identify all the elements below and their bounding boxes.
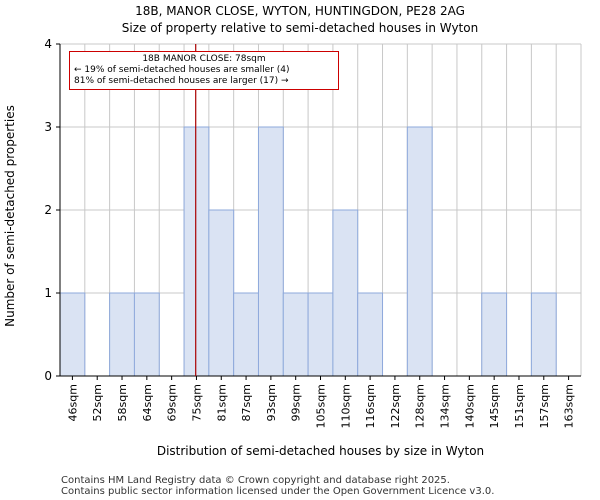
x-tick-label: 75sqm (190, 384, 203, 421)
histogram-bar (530, 292, 557, 377)
histogram-bar (307, 292, 334, 377)
x-tick-label: 64sqm (141, 384, 154, 421)
histogram-bar (183, 126, 210, 377)
x-tick-label: 46sqm (66, 384, 79, 421)
x-tick-label: 116sqm (364, 384, 377, 428)
x-tick-label: 99sqm (290, 384, 303, 421)
y-tick-label: 1 (44, 286, 52, 300)
x-tick-label: 58sqm (116, 384, 129, 421)
footer-licence: Contains public sector information licen… (61, 486, 495, 497)
histogram-bar (109, 292, 135, 377)
annotation-line-1: 18B MANOR CLOSE: 78sqm (142, 54, 266, 64)
chart-subtitle: Size of property relative to semi-detach… (121, 21, 479, 35)
x-tick-label: 69sqm (166, 384, 179, 421)
histogram-bar (133, 292, 160, 377)
x-tick-label: 52sqm (91, 384, 104, 421)
y-tick-label: 0 (44, 369, 52, 383)
histogram-bar (282, 292, 309, 377)
y-axis-label: Number of semi-detached properties (3, 105, 17, 327)
histogram-bar (481, 292, 508, 377)
x-tick-label: 151sqm (513, 384, 526, 428)
x-tick-label: 110sqm (339, 384, 352, 428)
x-axis-label: Distribution of semi-detached houses by … (156, 444, 485, 458)
histogram-bar (59, 292, 86, 377)
y-tick-label: 2 (44, 203, 52, 217)
footer-copyright: Contains HM Land Registry data © Crown c… (61, 475, 450, 486)
histogram-bar (233, 292, 259, 377)
x-tick-label: 128sqm (414, 384, 427, 428)
x-tick-label: 87sqm (240, 384, 253, 421)
histogram-bar (257, 126, 284, 377)
y-tick-label: 3 (44, 120, 52, 134)
histogram-bar (208, 209, 235, 377)
x-tick-label: 93sqm (265, 384, 278, 421)
histogram-bar (357, 292, 384, 377)
chart-title: 18B, MANOR CLOSE, WYTON, HUNTINGDON, PE2… (135, 4, 465, 18)
histogram-bar (406, 126, 433, 377)
histogram-bar (332, 209, 359, 377)
x-tick-label: 157sqm (538, 384, 551, 428)
x-tick-label: 81sqm (215, 384, 228, 421)
annotation-line-2: ← 19% of semi-detached houses are smalle… (74, 65, 290, 75)
x-tick-label: 163sqm (563, 384, 576, 428)
x-tick-label: 122sqm (389, 384, 402, 428)
y-tick-label: 4 (44, 37, 52, 51)
x-tick-label: 145sqm (488, 384, 501, 428)
marker-annotation: 18B MANOR CLOSE: 78sqm ← 19% of semi-det… (69, 51, 339, 90)
annotation-line-3: 81% of semi-detached houses are larger (… (74, 76, 289, 86)
x-tick-label: 134sqm (439, 384, 452, 428)
x-tick-label: 140sqm (463, 384, 476, 428)
x-tick-label: 105sqm (315, 384, 328, 428)
